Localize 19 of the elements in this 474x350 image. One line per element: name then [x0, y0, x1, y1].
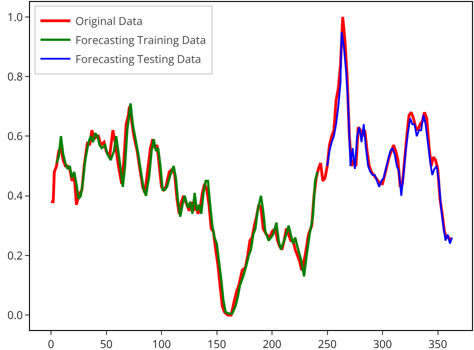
line-series — [55, 102, 318, 315]
x-tick-label: 100 — [152, 337, 171, 350]
y-tick-label: 0.2 — [7, 248, 23, 264]
x-tick-label: 50 — [100, 337, 113, 350]
x-tick-label: 200 — [262, 337, 282, 350]
y-tick-label: 0.0 — [7, 308, 23, 323]
legend-label: Forecasting Training Data — [75, 33, 206, 48]
x-tick-label: 350 — [428, 337, 448, 350]
legend-label: Original Data — [75, 14, 143, 30]
line-series — [326, 30, 454, 244]
y-tick-label: 0.8 — [7, 69, 23, 84]
x-tick-label: 0 — [48, 337, 54, 350]
y-tick-label: 0.6 — [7, 129, 23, 144]
y-tick-label: 1.0 — [7, 10, 23, 25]
legend-label: Forecasting Testing Data — [75, 52, 202, 68]
x-tick-label: 250 — [318, 337, 337, 350]
x-tick-label: 300 — [373, 337, 392, 350]
x-tick-label: 150 — [207, 337, 226, 350]
y-tick-label: 0.4 — [7, 188, 24, 204]
